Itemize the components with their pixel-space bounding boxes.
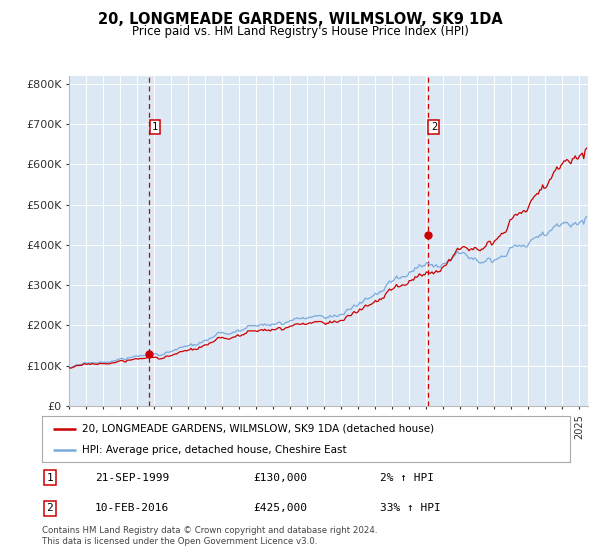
Text: 21-SEP-1999: 21-SEP-1999 xyxy=(95,473,169,483)
Text: 2% ↑ HPI: 2% ↑ HPI xyxy=(380,473,434,483)
Text: 20, LONGMEADE GARDENS, WILMSLOW, SK9 1DA (detached house): 20, LONGMEADE GARDENS, WILMSLOW, SK9 1DA… xyxy=(82,424,434,434)
Text: 2: 2 xyxy=(431,122,437,132)
Text: 1: 1 xyxy=(47,473,53,483)
Text: 33% ↑ HPI: 33% ↑ HPI xyxy=(380,503,440,514)
Text: 10-FEB-2016: 10-FEB-2016 xyxy=(95,503,169,514)
Text: 2: 2 xyxy=(47,503,53,514)
Text: Price paid vs. HM Land Registry's House Price Index (HPI): Price paid vs. HM Land Registry's House … xyxy=(131,25,469,38)
Text: 20, LONGMEADE GARDENS, WILMSLOW, SK9 1DA: 20, LONGMEADE GARDENS, WILMSLOW, SK9 1DA xyxy=(98,12,502,27)
Text: 1: 1 xyxy=(152,122,158,132)
Text: HPI: Average price, detached house, Cheshire East: HPI: Average price, detached house, Ches… xyxy=(82,445,346,455)
Text: £130,000: £130,000 xyxy=(253,473,307,483)
Text: £425,000: £425,000 xyxy=(253,503,307,514)
Text: Contains HM Land Registry data © Crown copyright and database right 2024.
This d: Contains HM Land Registry data © Crown c… xyxy=(42,526,377,546)
